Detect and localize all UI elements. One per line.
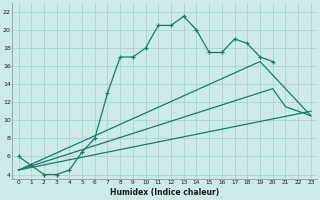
X-axis label: Humidex (Indice chaleur): Humidex (Indice chaleur) — [110, 188, 219, 197]
